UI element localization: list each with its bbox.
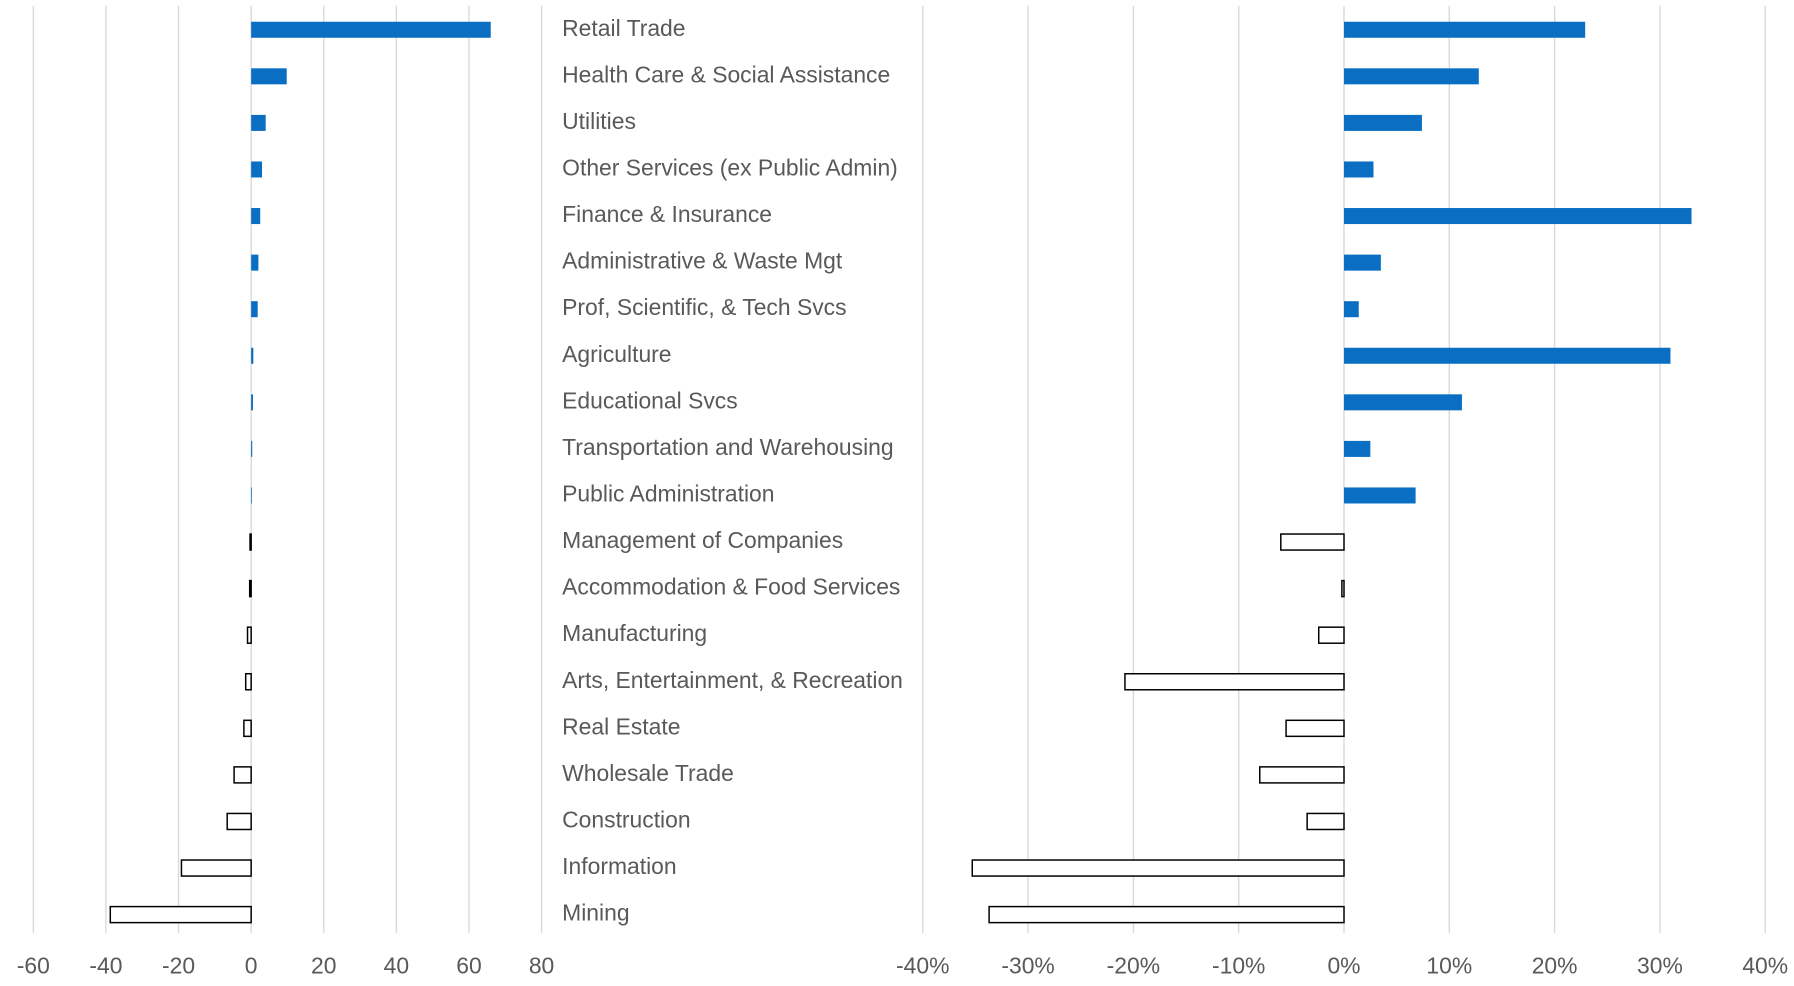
category-label: Public Administration (562, 481, 774, 507)
category-label: Arts, Entertainment, & Recreation (562, 667, 903, 693)
x-tick-label: -60 (17, 952, 50, 978)
category-label: Wholesale Trade (562, 760, 734, 786)
category-label: Prof, Scientific, & Tech Svcs (562, 294, 846, 320)
category-label: Management of Companies (562, 527, 843, 553)
x-tick-label: 60 (456, 952, 481, 978)
bar (1344, 21, 1586, 38)
x-tick-label: -30% (1001, 952, 1054, 978)
category-label: Transportation and Warehousing (562, 434, 893, 460)
bar (1344, 254, 1381, 271)
x-tick-label: -20% (1107, 952, 1160, 978)
bar (1124, 672, 1345, 691)
bar (251, 394, 253, 411)
bar (246, 626, 252, 644)
bar (1344, 161, 1374, 178)
bar (1280, 533, 1345, 551)
bar (1344, 114, 1422, 131)
x-tick-label: -10% (1212, 952, 1265, 978)
bar (243, 719, 252, 738)
x-tick-label: 20% (1532, 952, 1578, 978)
x-tick-label: -20 (162, 952, 195, 978)
category-label: Information (562, 853, 676, 879)
bar (251, 301, 258, 318)
category-label: Manufacturing (562, 620, 707, 646)
bar (1306, 812, 1345, 831)
bar (1259, 766, 1345, 784)
category-label: Construction (562, 807, 690, 833)
bar (1344, 208, 1692, 225)
category-label: Retail Trade (562, 15, 685, 41)
bar (251, 68, 287, 85)
bar (1344, 68, 1479, 85)
bar (109, 905, 252, 924)
bar (1344, 347, 1671, 364)
bar (251, 161, 263, 178)
bar (1317, 626, 1345, 644)
category-label: Health Care & Social Assistance (562, 61, 890, 87)
category-label: Mining (562, 900, 629, 926)
bar (226, 812, 252, 831)
bar (249, 533, 252, 551)
category-label: Accommodation & Food Services (562, 574, 900, 600)
category-label: Real Estate (562, 713, 680, 739)
x-tick-label: 80 (529, 952, 554, 978)
x-tick-label: 40% (1742, 952, 1788, 978)
bar (180, 859, 252, 877)
category-label: Utilities (562, 108, 636, 134)
bar (251, 487, 252, 504)
bar (233, 766, 252, 784)
bar (251, 114, 266, 131)
bar (251, 21, 491, 38)
category-label: Other Services (ex Public Admin) (562, 155, 898, 181)
bar (251, 347, 254, 364)
x-tick-label: -40 (89, 952, 122, 978)
x-tick-label: 0 (245, 952, 258, 978)
bar (1285, 719, 1345, 738)
category-label: Administrative & Waste Mgt (562, 248, 843, 274)
x-tick-label: 0% (1327, 952, 1360, 978)
bar (251, 440, 253, 457)
x-tick-label: 30% (1637, 952, 1683, 978)
category-label: Finance & Insurance (562, 201, 772, 227)
x-tick-label: 20 (311, 952, 336, 978)
bar (251, 208, 261, 225)
bar (251, 254, 259, 271)
x-tick-label: 10% (1426, 952, 1472, 978)
bar (1344, 440, 1371, 457)
bar (971, 859, 1345, 877)
bar (988, 905, 1345, 924)
bar (1344, 487, 1416, 504)
x-tick-label: 40 (384, 952, 409, 978)
x-tick-label: -40% (896, 952, 949, 978)
bar (248, 579, 252, 598)
bar (244, 672, 252, 691)
bar (1344, 394, 1462, 411)
category-label: Agriculture (562, 341, 671, 367)
bar (1341, 579, 1345, 598)
bar (1344, 301, 1359, 318)
category-label: Educational Svcs (562, 387, 737, 413)
